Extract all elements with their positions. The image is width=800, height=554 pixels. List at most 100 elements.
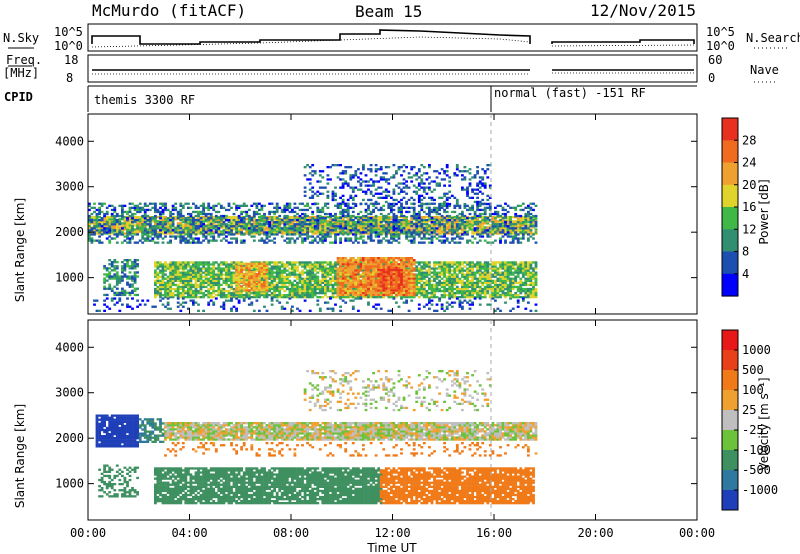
heatmap-cell	[450, 239, 454, 242]
heatmap-cell	[230, 229, 233, 232]
heatmap-cell	[192, 202, 195, 205]
heatmap-cell	[273, 206, 276, 209]
heatmap-cell	[138, 239, 142, 242]
heatmap-cell	[189, 237, 193, 240]
heatmap-cell	[425, 292, 429, 295]
heatmap-cell	[433, 269, 436, 272]
heatmap-cell	[230, 216, 233, 219]
heatmap-cell	[478, 235, 482, 238]
heatmap-cell	[422, 235, 426, 238]
heatmap-cell	[501, 226, 505, 229]
heatmap-cell	[265, 233, 269, 236]
heatmap-cell	[258, 239, 261, 242]
heatmap-cell	[202, 267, 205, 270]
heatmap-cell	[318, 210, 322, 214]
heatmap-cell	[275, 208, 279, 212]
heatmap-cell	[379, 239, 383, 242]
heatmap-cell	[179, 277, 183, 280]
heatmap-cell	[174, 206, 178, 209]
heatmap-cell	[217, 283, 221, 287]
heatmap-cell	[278, 277, 282, 280]
heatmap-cell	[131, 267, 134, 270]
heatmap-cell	[379, 225, 383, 228]
heatmap-cell	[113, 293, 117, 297]
heatmap-cell	[420, 261, 424, 264]
heatmap-cell	[268, 226, 271, 229]
heatmap-cell	[384, 227, 388, 230]
heatmap-cell	[491, 218, 495, 221]
heatmap-cell	[422, 287, 426, 291]
heatmap-cell	[270, 281, 274, 284]
heatmap-cell	[450, 237, 454, 240]
heatmap-cell	[159, 289, 162, 293]
heatmap-cell	[247, 227, 251, 230]
heatmap-cell	[486, 229, 490, 232]
heatmap-cell	[227, 224, 231, 227]
heatmap-cell	[113, 269, 117, 272]
heatmap-cell	[275, 273, 279, 276]
heatmap-cell	[212, 271, 216, 274]
heatmap-cell	[199, 273, 203, 276]
heatmap-cell	[275, 261, 279, 264]
heatmap-cell	[296, 289, 299, 293]
heatmap-cell	[156, 273, 160, 276]
heatmap-cell	[164, 227, 167, 230]
heatmap-cell	[197, 289, 200, 293]
heatmap-cell	[481, 228, 485, 231]
heatmap-cell	[240, 212, 243, 216]
heatmap-cell	[301, 279, 304, 282]
heatmap-cell	[438, 226, 441, 229]
heatmap-cell	[280, 269, 284, 272]
heatmap-cell	[171, 292, 175, 295]
heatmap-cell	[509, 223, 512, 226]
heatmap-cell	[179, 292, 183, 295]
heatmap-cell	[336, 296, 340, 299]
heatmap-cell	[428, 261, 431, 264]
heatmap-cell	[110, 204, 114, 207]
heatmap-cell	[202, 220, 205, 223]
heatmap-cell	[179, 241, 183, 244]
heatmap-cell	[169, 267, 172, 270]
heatmap-cell	[410, 239, 414, 242]
heatmap-cell	[527, 239, 530, 242]
heatmap-cell	[103, 281, 106, 284]
heatmap-cell	[351, 210, 355, 214]
heatmap-cell	[207, 239, 211, 242]
heatmap-cell	[187, 241, 190, 244]
heatmap-cell	[95, 226, 99, 229]
heatmap-cell	[296, 281, 299, 284]
heatmap-cell	[204, 271, 208, 274]
heatmap-cell	[448, 292, 452, 295]
heatmap-cell	[105, 273, 109, 276]
heatmap-cell	[90, 206, 94, 209]
heatmap-cell	[529, 229, 533, 232]
heatmap-cell	[263, 239, 266, 242]
heatmap-cell	[159, 221, 162, 224]
heatmap-cell	[217, 263, 221, 266]
heatmap-cell	[275, 277, 279, 280]
heatmap-cell	[219, 206, 223, 209]
heatmap-cell	[179, 261, 183, 264]
heatmap-cell	[131, 227, 134, 230]
heatmap-cell	[433, 206, 436, 209]
heatmap-cell	[514, 227, 518, 230]
heatmap-cell	[154, 210, 157, 214]
heatmap-cell	[516, 237, 520, 240]
heatmap-cell	[179, 275, 183, 278]
heatmap-cell	[192, 285, 195, 289]
heatmap-cell	[471, 220, 474, 223]
heatmap-cell	[273, 233, 276, 236]
heatmap-cell	[184, 267, 188, 270]
heatmap-cell	[184, 265, 188, 268]
heatmap-cell	[131, 291, 134, 294]
heatmap-cell	[174, 208, 178, 212]
heatmap-cell	[207, 261, 211, 264]
heatmap-cell	[192, 296, 195, 299]
heatmap-cell	[161, 204, 165, 207]
heatmap-cell	[316, 283, 320, 287]
heatmap-cell	[179, 285, 183, 289]
heatmap-cell	[362, 269, 365, 272]
heatmap-cell	[181, 265, 185, 268]
heatmap-cell	[331, 283, 335, 287]
heatmap-cell	[407, 222, 411, 225]
